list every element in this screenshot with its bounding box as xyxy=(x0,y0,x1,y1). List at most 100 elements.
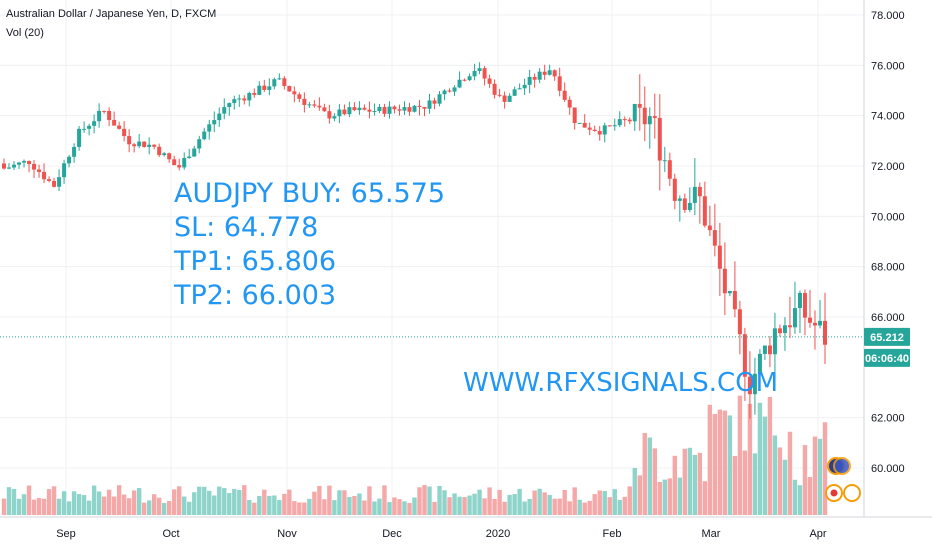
volume-bar xyxy=(297,502,302,515)
volume-bar xyxy=(96,491,102,515)
candle-body xyxy=(457,79,462,88)
candle-body xyxy=(402,107,407,111)
candle-body xyxy=(722,268,727,294)
volume-bar xyxy=(66,501,72,515)
volume-bar xyxy=(537,488,542,515)
volume-bar xyxy=(527,498,532,515)
candle-body xyxy=(302,98,307,105)
candle-body xyxy=(32,163,37,170)
flag-au-icon-2[interactable] xyxy=(833,457,851,475)
candle-body xyxy=(122,128,127,137)
countdown-value: 06:06:40 xyxy=(865,353,909,365)
candle-body xyxy=(557,76,562,91)
candle-body xyxy=(22,160,27,163)
volume-bar xyxy=(432,501,437,515)
volume-bar xyxy=(156,497,162,515)
price-axis[interactable]: 78.000 76.000 74.000 72.000 70.000 68.000 66.0… xyxy=(871,10,905,475)
volume-bar xyxy=(732,455,738,515)
candle-body xyxy=(97,110,102,122)
candle-body xyxy=(377,106,382,112)
candle-body xyxy=(87,125,92,129)
grid-lines xyxy=(0,0,864,517)
candle-body xyxy=(527,76,532,85)
volume-bar xyxy=(111,496,117,515)
volume-bar xyxy=(277,500,282,515)
volume-bar xyxy=(532,490,537,515)
volume-bar xyxy=(677,477,683,515)
candle-body xyxy=(577,122,582,124)
price-tick-label: 72.000 xyxy=(871,161,905,173)
candle-body xyxy=(512,89,517,96)
volume-bar xyxy=(1,498,7,515)
event-icons[interactable] xyxy=(825,457,861,502)
volume-bar xyxy=(151,494,157,515)
volume-bar xyxy=(227,493,232,515)
volume-bar xyxy=(807,476,813,515)
signal-line-tp2: TP2: 66.003 xyxy=(174,280,337,311)
candle-body xyxy=(687,202,692,210)
candle-body xyxy=(647,116,652,125)
volume-bar xyxy=(552,498,557,515)
candle-body xyxy=(477,68,482,72)
candle-body xyxy=(552,70,557,77)
time-tick-label: 2020 xyxy=(486,528,510,540)
volume-bar xyxy=(41,498,47,515)
volume-bar xyxy=(622,496,627,515)
price-tick-label: 70.000 xyxy=(871,211,905,223)
candle-body xyxy=(822,320,827,345)
volume-bar xyxy=(222,488,227,515)
volume-bar xyxy=(372,501,377,515)
candle-body xyxy=(172,159,177,166)
candle-body xyxy=(27,160,32,164)
candle-body xyxy=(57,177,62,187)
volume-bar xyxy=(342,490,347,515)
candle-body xyxy=(137,141,142,147)
volume-bar xyxy=(812,436,818,515)
volume-bar xyxy=(136,488,142,515)
candle-body xyxy=(547,70,552,75)
candle-body xyxy=(567,99,572,108)
volume-indicator-label[interactable]: Vol (20) xyxy=(6,27,44,39)
candle-body xyxy=(227,103,232,108)
candle-body xyxy=(487,78,492,84)
candle-body xyxy=(812,322,817,326)
candle-body xyxy=(102,110,107,112)
candle-body xyxy=(177,165,182,168)
volume-bar xyxy=(572,487,577,515)
candle-body xyxy=(637,103,642,108)
candle-body xyxy=(677,198,682,201)
candle-body xyxy=(807,317,812,323)
candle-body xyxy=(712,230,717,246)
price-badges: 65.212 06:06:40 xyxy=(864,327,910,367)
candle-body xyxy=(247,93,252,101)
time-tick-label: Mar xyxy=(702,528,721,540)
candle-body xyxy=(482,68,487,79)
candle-body xyxy=(77,128,82,147)
candle-body xyxy=(802,292,807,318)
candle-body xyxy=(182,158,187,168)
candle-body xyxy=(67,156,72,164)
price-tick-label: 60.000 xyxy=(871,463,905,475)
volume-bar xyxy=(642,432,647,515)
candle-body xyxy=(587,127,592,130)
candle-body xyxy=(127,136,132,145)
candle-body xyxy=(267,86,272,90)
candle-body xyxy=(347,107,352,115)
candle-body xyxy=(42,171,47,180)
volume-bar xyxy=(522,501,527,515)
volume-bar xyxy=(757,402,763,515)
volume-bar xyxy=(352,495,357,515)
volume-bar xyxy=(662,479,667,515)
volume-bar xyxy=(161,502,167,515)
time-axis[interactable]: Sep Oct Nov Dec 2020 Feb Mar Apr xyxy=(56,528,827,540)
candle-body xyxy=(447,90,452,92)
event-badge-icon[interactable] xyxy=(843,484,861,502)
candle-body xyxy=(597,131,602,135)
volume-bar xyxy=(717,409,723,515)
volume-bar xyxy=(462,497,467,515)
volume-bar xyxy=(457,496,462,515)
candle-body xyxy=(62,163,67,178)
volume-bar xyxy=(247,499,252,515)
volume-bar xyxy=(497,489,502,515)
